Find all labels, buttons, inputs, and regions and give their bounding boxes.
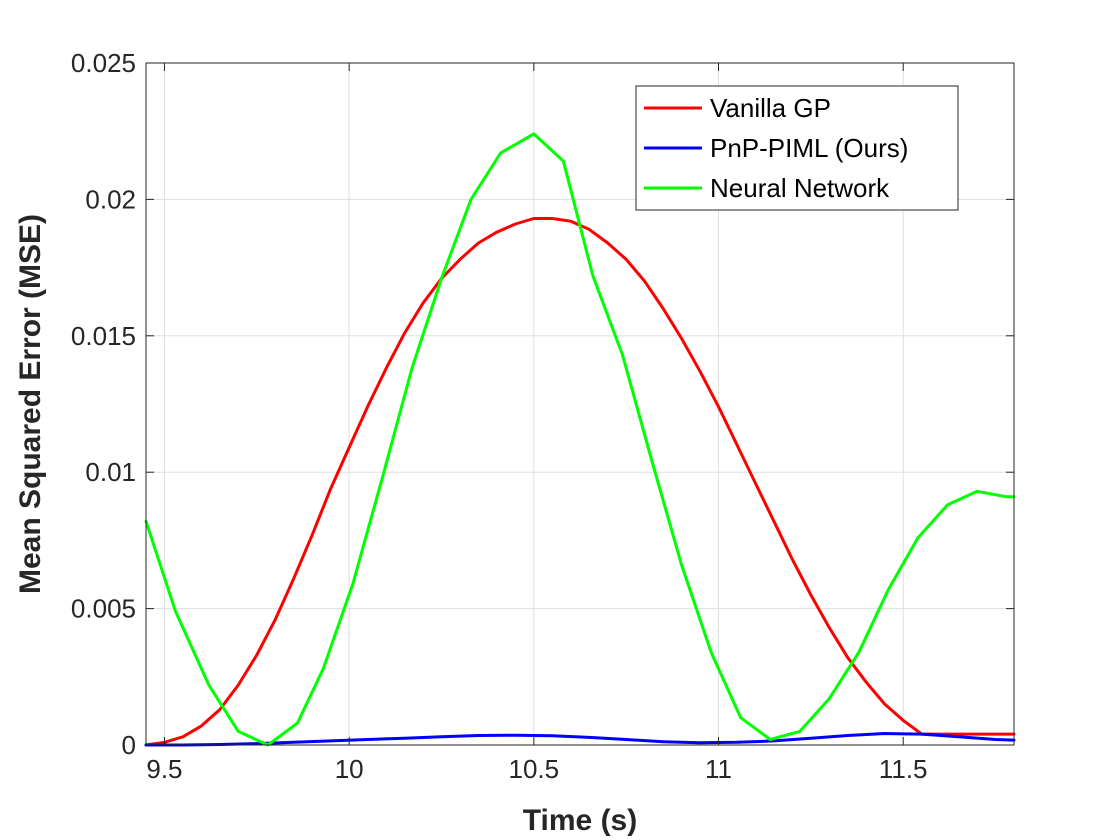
axes <box>145 62 1015 746</box>
series-line-neural-network <box>144 132 1016 747</box>
x-tick-label: 10.5 <box>509 754 560 784</box>
series-layer <box>144 132 1016 747</box>
x-tick-label: 11.5 <box>879 754 928 784</box>
y-axis-title: Mean Squared Error (MSE) <box>14 214 47 594</box>
y-tick-label: 0.02 <box>85 184 136 214</box>
x-tick-label: 10 <box>335 754 364 784</box>
y-tick-label: 0.015 <box>71 321 136 351</box>
y-tick-label: 0.005 <box>71 594 136 624</box>
x-tick-label: 9.5 <box>146 754 182 784</box>
axes-box <box>145 62 1015 746</box>
legend-label-vanilla-gp: Vanilla GP <box>710 93 831 123</box>
series-line-pnp-piml-ours <box>144 732 1016 747</box>
y-axis-ticks: 0 0.005 0.01 0.015 0.02 0.025 <box>71 48 1014 760</box>
y-tick-label: 0.01 <box>85 457 136 487</box>
legend-label-pnp-piml-ours: PnP-PIML (Ours) <box>710 133 908 163</box>
y-tick-label: 0 <box>122 730 136 760</box>
y-tick-label: 0.025 <box>71 48 136 78</box>
x-axis-ticks: 9.5 10 10.5 11 11.5 <box>146 63 928 784</box>
legend: Vanilla GP PnP-PIML (Ours) Neural Network <box>635 85 959 211</box>
legend-label-neural-network: Neural Network <box>710 173 890 203</box>
x-tick-label: 11 <box>705 754 732 784</box>
x-axis-title: Time (s) <box>523 804 637 837</box>
